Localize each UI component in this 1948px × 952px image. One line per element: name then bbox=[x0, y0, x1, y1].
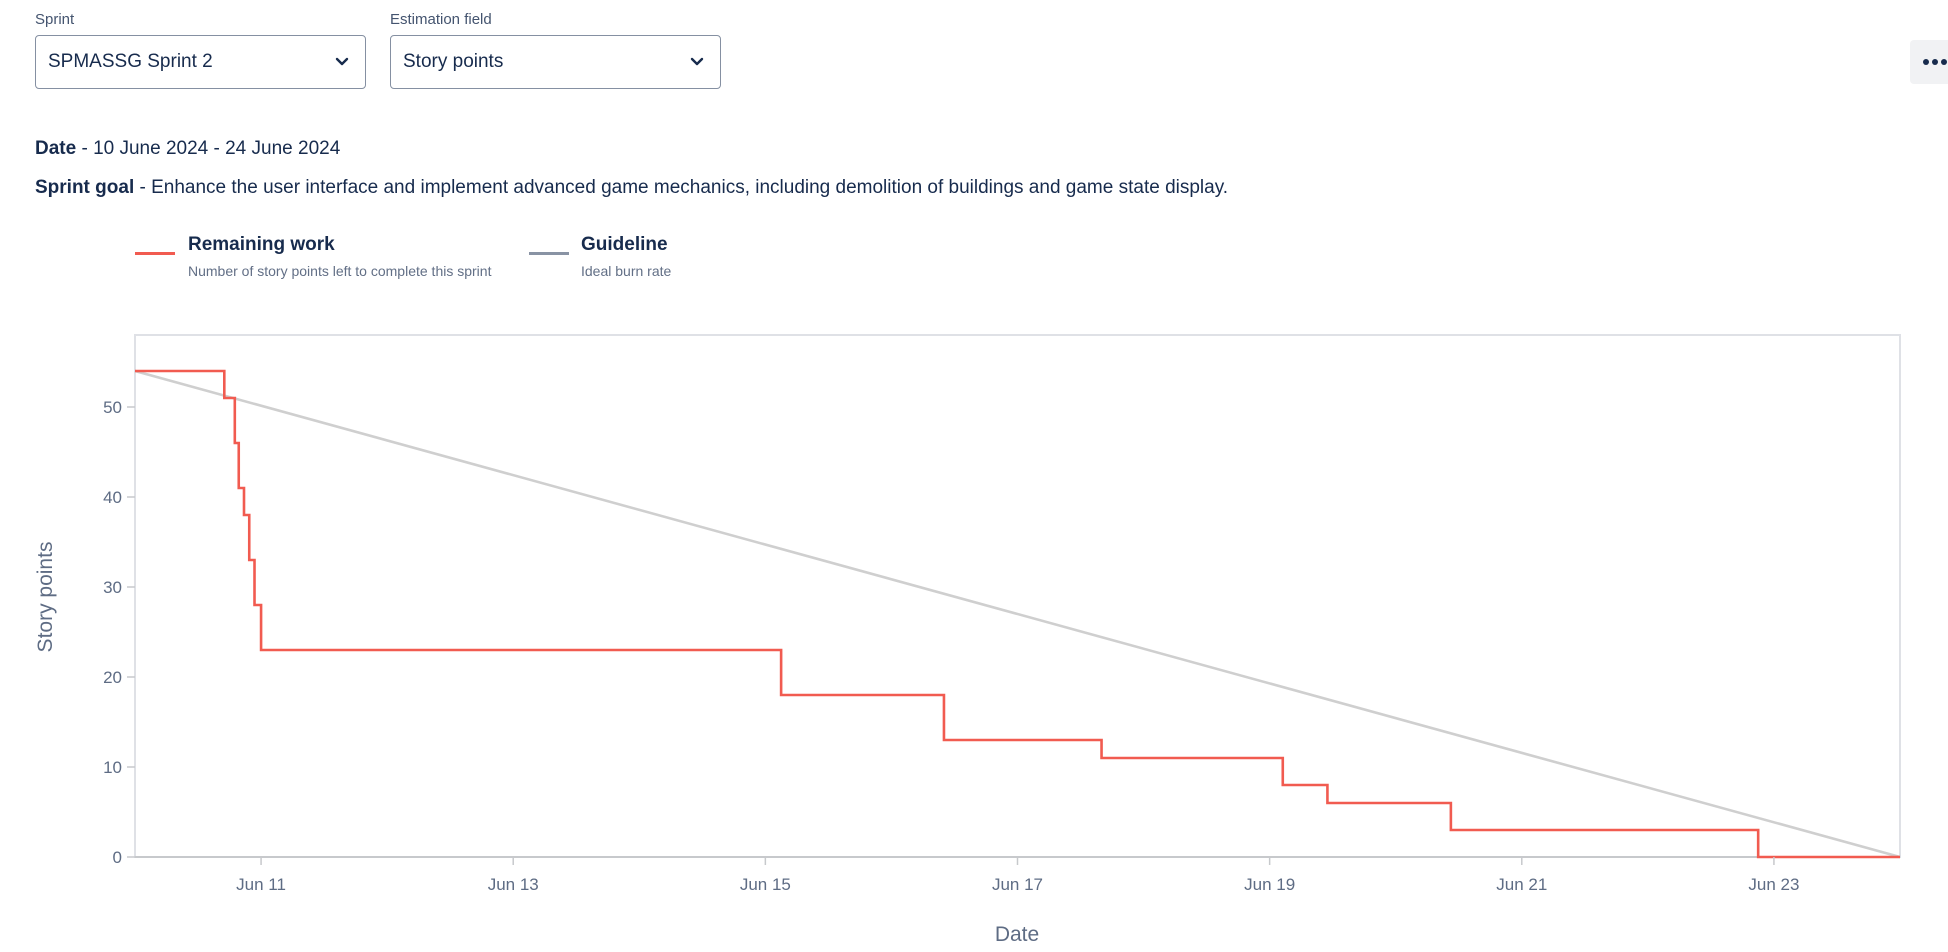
x-tick-label: Jun 11 bbox=[236, 875, 286, 894]
x-tick-label: Jun 23 bbox=[1748, 875, 1799, 894]
y-tick-label: 20 bbox=[103, 668, 122, 687]
sprint-goal: Sprint goal - Enhance the user interface… bbox=[35, 177, 1228, 199]
y-tick-label: 0 bbox=[113, 848, 122, 867]
legend-description: Ideal burn rate bbox=[581, 263, 672, 279]
remaining-work-line bbox=[135, 369, 1900, 859]
y-tick-label: 30 bbox=[103, 578, 122, 597]
legend-title: Guideline bbox=[581, 234, 668, 255]
sprint-date-value: - 10 June 2024 - 24 June 2024 bbox=[76, 138, 341, 159]
x-tick-label: Jun 15 bbox=[740, 875, 791, 894]
x-tick-label: Jun 19 bbox=[1244, 875, 1295, 894]
plot-area-border bbox=[134, 334, 1901, 858]
legend-swatch-guideline bbox=[529, 252, 569, 255]
sprint-goal-value: - Enhance the user interface and impleme… bbox=[134, 177, 1229, 198]
more-horizontal-icon bbox=[1922, 53, 1948, 71]
x-tick-label: Jun 13 bbox=[488, 875, 539, 894]
x-tick-label: Jun 21 bbox=[1496, 875, 1547, 894]
legend-description: Number of story points left to complete … bbox=[188, 263, 492, 279]
chevron-down-icon bbox=[686, 51, 708, 73]
x-tick-label: Jun 17 bbox=[992, 875, 1043, 894]
sprint-date: Date - 10 June 2024 - 24 June 2024 bbox=[35, 138, 340, 160]
sprint-goal-label: Sprint goal bbox=[35, 177, 135, 198]
sprint-date-label: Date bbox=[35, 138, 77, 159]
legend-swatch-remaining bbox=[135, 252, 175, 255]
y-tick-label: 50 bbox=[103, 398, 122, 417]
sprint-select[interactable]: SPMASSG Sprint 2 bbox=[35, 35, 366, 89]
x-axis-label: Date bbox=[995, 923, 1039, 946]
y-tick-label: 10 bbox=[103, 758, 122, 777]
y-axis-label: Story points bbox=[34, 542, 57, 653]
chevron-down-icon bbox=[331, 51, 353, 73]
estimation-select[interactable]: Story points bbox=[390, 35, 721, 89]
more-actions-button[interactable] bbox=[1910, 40, 1948, 84]
legend-title: Remaining work bbox=[188, 234, 335, 255]
sprint-filter-label: Sprint bbox=[35, 11, 75, 28]
sprint-select-value: SPMASSG Sprint 2 bbox=[48, 51, 213, 72]
estimation-filter-label: Estimation field bbox=[390, 11, 492, 28]
y-tick-label: 40 bbox=[103, 488, 122, 507]
estimation-select-value: Story points bbox=[403, 51, 504, 72]
guideline-line bbox=[134, 369, 1901, 859]
